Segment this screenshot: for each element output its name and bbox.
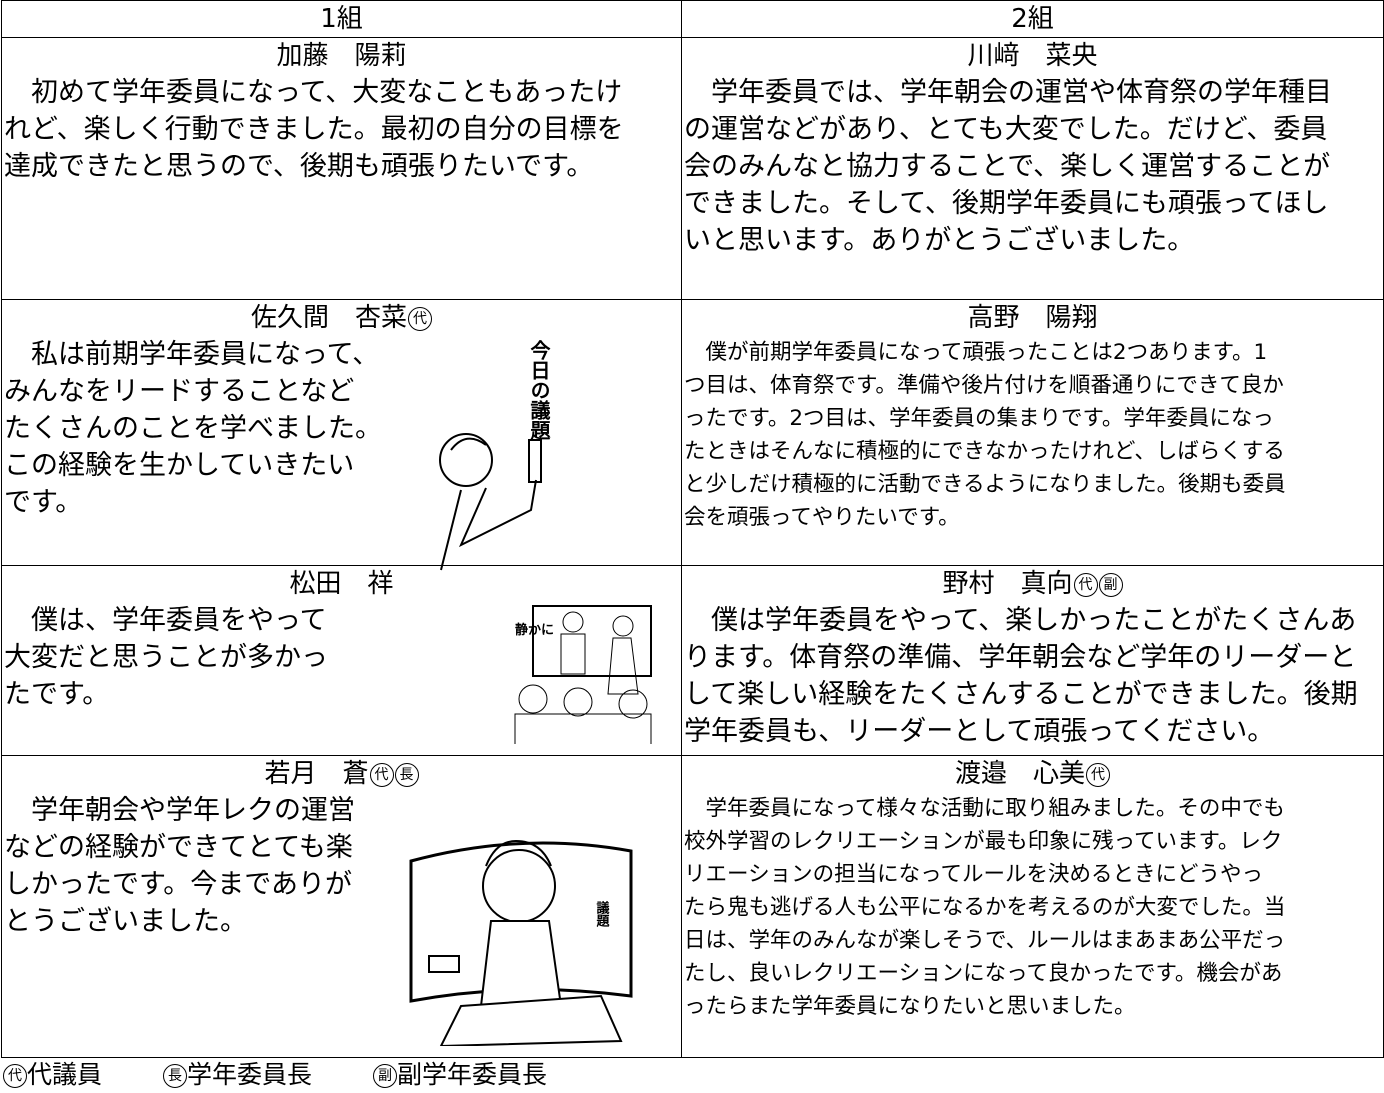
comment-line: です。 bbox=[4, 487, 83, 518]
comment-line: 達成できたと思うので、後期も頑張りたいです。 bbox=[4, 151, 594, 182]
role-mark: 代 bbox=[408, 306, 432, 331]
report-table: 1組 2組 加藤 陽莉 初めて学年委員になって、大変なこともあったけ れど、楽しく… bbox=[1, 0, 1384, 1058]
role-mark: 長 bbox=[163, 1064, 188, 1088]
name-text: 野村 真向 bbox=[942, 569, 1073, 599]
legend-label: 学年委員長 bbox=[187, 1060, 313, 1089]
comment-line: 学年委員も、リーダーとして頑張ってください。 bbox=[684, 716, 1275, 747]
comment-line: たら鬼も逃げる人も公平になるかを考えるのが大変でした。当 bbox=[684, 895, 1286, 920]
role-mark: 代 bbox=[369, 762, 394, 787]
student-name: 川﨑 菜央 bbox=[684, 38, 1381, 74]
student-name: 若月 蒼代長 bbox=[4, 756, 679, 792]
legend-label: 副学年委員長 bbox=[397, 1060, 548, 1089]
role-mark: 副 bbox=[373, 1064, 398, 1088]
cell: 川﨑 菜央 学年委員では、学年朝会の運営や体育祭の学年種目 の運営などがあり、とて… bbox=[681, 37, 1384, 300]
comment-line: 日は、学年のみんなが楽しそうで、ルールはまあまあ公平だっ bbox=[684, 928, 1286, 953]
name-text: 加藤 陽莉 bbox=[276, 41, 407, 71]
comment-line: 大変だと思うことが多かっ bbox=[4, 642, 328, 673]
comment-line: 会のみんなと協力することで、楽しく運営することが bbox=[684, 151, 1331, 182]
row: 松田 祥 僕は、学年委員をやって 大変だと思うことが多かっ たです。 静かに 野村 真… bbox=[1, 565, 1384, 756]
comment-line: とうございました。 bbox=[4, 906, 247, 937]
comment-line: しかったです。今までありが bbox=[4, 869, 353, 900]
comment-line: ったです。2つ目は、学年委員の集まりです。学年委員になっ bbox=[684, 406, 1274, 431]
name-text: 川﨑 菜央 bbox=[967, 41, 1098, 71]
header-cell: 2組 bbox=[681, 0, 1384, 38]
comment-line: みんなをリードすることなど bbox=[4, 376, 355, 407]
comment-line: の運営などがあり、とても大変でした。だけど、委員 bbox=[684, 114, 1328, 145]
header-row: 1組 2組 bbox=[1, 0, 1384, 38]
comment-line: ります。体育祭の準備、学年朝会など学年のリーダーと bbox=[684, 642, 1357, 673]
comment-line: たです。 bbox=[4, 679, 110, 710]
comment-line: いと思います。ありがとうございました。 bbox=[684, 225, 1195, 256]
name-text: 高野 陽翔 bbox=[967, 303, 1098, 333]
name-text: 若月 蒼 bbox=[264, 759, 369, 789]
row: 佐久間 杏菜代 私は前期学年委員になって、 みんなをリードすることなど たくさんのこ… bbox=[1, 299, 1384, 571]
comment-line: ったらまた学年委員になりたいと思いました。 bbox=[684, 994, 1136, 1019]
legend-item: 代代議員 bbox=[2, 1060, 102, 1089]
comment-line: たくさんのことを学べました。 bbox=[4, 413, 382, 444]
comment-line: などの経験ができてとても楽 bbox=[4, 832, 353, 863]
role-mark: 長 bbox=[394, 762, 419, 787]
student-name: 佐久間 杏菜代 bbox=[4, 300, 679, 336]
illustration-text: 静かに bbox=[515, 622, 554, 638]
student-name: 松田 祥 bbox=[4, 566, 679, 602]
student-name: 野村 真向代副 bbox=[684, 566, 1381, 602]
comment-line: できました。そして、後期学年委員にも頑張ってほし bbox=[684, 188, 1329, 219]
comment-line: つ目は、体育祭です。準備や後片付けを順番通りにできて良か bbox=[684, 373, 1284, 398]
illustration-text: 議題 bbox=[594, 900, 610, 928]
cell: 野村 真向代副 僕は学年委員をやって、楽しかったことがたくさんあ ります。体育祭の… bbox=[681, 565, 1384, 756]
cell: 加藤 陽莉 初めて学年委員になって、大変なこともあったけ れど、楽しく行動できまし… bbox=[1, 37, 682, 300]
comment-line: 校外学習のレクリエーションが最も印象に残っています。レク bbox=[684, 829, 1283, 854]
comment-line: 会を頑張ってやりたいです。 bbox=[684, 505, 960, 530]
comment-line: たし、良いレクリエーションになって良かったです。機会があ bbox=[684, 961, 1283, 986]
role-mark: 代 bbox=[1086, 762, 1110, 787]
comment-line: 僕は学年委員をやって、楽しかったことがたくさんあ bbox=[684, 605, 1357, 636]
illustration: 静かに bbox=[514, 605, 652, 744]
role-mark: 代 bbox=[1073, 572, 1098, 597]
name-text: 佐久間 杏菜 bbox=[250, 303, 407, 333]
comment-line: たときはそんなに積極的にできなかったけれど、しばらくする bbox=[684, 439, 1285, 464]
illustration: 議題 bbox=[409, 839, 633, 1046]
cell: 高野 陽翔 僕が前期学年委員になって頑張ったことは2つあります。1 つ目は、体育祭… bbox=[681, 299, 1384, 566]
legend-item: 副副学年委員長 bbox=[372, 1060, 547, 1089]
comment-line: この経験を生かしていきたい bbox=[4, 450, 355, 481]
comment-line: して楽しい経験をたくさんすることができました。後期 bbox=[684, 679, 1358, 710]
cell: 若月 蒼代長 学年朝会や学年レクの運営 などの経験ができてとても楽 しかったです。今… bbox=[1, 755, 682, 1058]
comment-line: 学年朝会や学年レクの運営 bbox=[4, 795, 355, 826]
legend-item: 長学年委員長 bbox=[162, 1060, 312, 1089]
legend-label: 代議員 bbox=[27, 1060, 103, 1089]
comment-line: リエーションの担当になってルールを決めるときにどうやっ bbox=[684, 862, 1263, 887]
header-cell: 1組 bbox=[1, 0, 682, 38]
legend: 代代議員 長学年委員長 副副学年委員長 bbox=[0, 1058, 1384, 1092]
comment-line: 僕が前期学年委員になって頑張ったことは2つあります。1 bbox=[684, 340, 1268, 365]
student-name: 高野 陽翔 bbox=[684, 300, 1381, 336]
role-mark: 副 bbox=[1098, 572, 1123, 597]
comment-line: れど、楽しく行動できました。最初の自分の目標を bbox=[4, 114, 624, 145]
row: 加藤 陽莉 初めて学年委員になって、大変なこともあったけ れど、楽しく行動できまし… bbox=[1, 37, 1384, 300]
student-name: 加藤 陽莉 bbox=[4, 38, 679, 74]
cell: 渡邉 心美代 学年委員になって様々な活動に取り組みました。その中でも 校外学習のレ… bbox=[681, 755, 1384, 1058]
name-text: 松田 祥 bbox=[289, 569, 394, 599]
comment-line: 私は前期学年委員になって、 bbox=[4, 339, 380, 370]
row: 若月 蒼代長 学年朝会や学年レクの運営 などの経験ができてとても楽 しかったです。今… bbox=[1, 755, 1384, 1058]
role-mark: 代 bbox=[3, 1064, 27, 1088]
comment-line: 学年委員では、学年朝会の運営や体育祭の学年種目 bbox=[684, 77, 1332, 108]
illustration: 今日の議題 bbox=[439, 340, 551, 571]
cell: 松田 祥 僕は、学年委員をやって 大変だと思うことが多かっ たです。 静かに bbox=[1, 565, 682, 756]
comment-line: 学年委員になって様々な活動に取り組みました。その中でも bbox=[684, 796, 1285, 821]
comment-line: 僕は、学年委員をやって bbox=[4, 605, 327, 636]
illustration-text: 今日の議題 bbox=[527, 340, 551, 441]
comment-line: 初めて学年委員になって、大変なこともあったけ bbox=[4, 77, 623, 108]
student-name: 渡邉 心美代 bbox=[684, 756, 1381, 792]
name-text: 渡邉 心美 bbox=[954, 759, 1085, 789]
cell: 佐久間 杏菜代 私は前期学年委員になって、 みんなをリードすることなど たくさんのこ… bbox=[1, 299, 682, 571]
comment-line: と少しだけ積極的に活動できるようになりました。後期も委員 bbox=[684, 472, 1286, 497]
